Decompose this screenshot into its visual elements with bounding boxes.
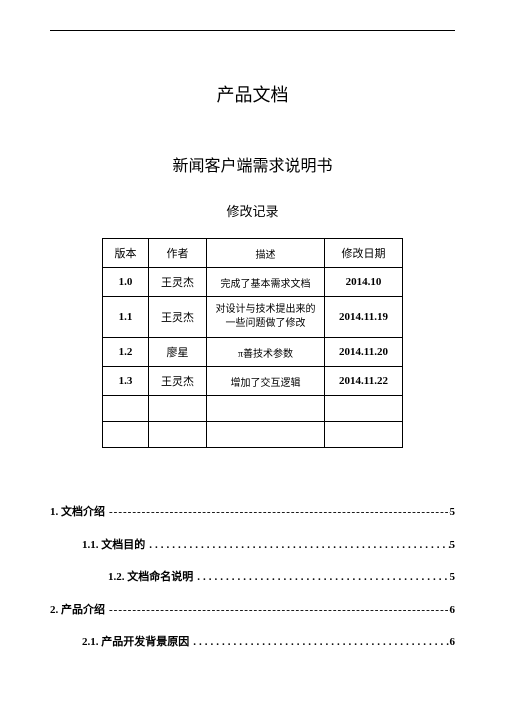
revision-table: 版本 作者 描述 修改日期 1.0王灵杰完成了基本需求文档2014.101.1王… xyxy=(102,238,403,448)
document-page: 产品文档 新闻客户端需求说明书 修改记录 版本 作者 描述 修改日期 1.0王灵… xyxy=(0,0,505,691)
toc-row: 1.1. 文档目的...............................… xyxy=(50,531,455,560)
table-row-empty xyxy=(103,396,403,422)
section-title: 修改记录 xyxy=(50,201,455,220)
cell-date: 2014.10 xyxy=(325,268,403,297)
table-row: 1.0王灵杰完成了基本需求文档2014.10 xyxy=(103,268,403,297)
header-author: 作者 xyxy=(149,239,207,268)
table-row: 1.3王灵杰增加了交互逻辑2014.11.22 xyxy=(103,367,403,396)
toc-label: 2.1. 产品开发背景原因 xyxy=(50,628,189,657)
toc-row: 1.2. 文档命名说明.............................… xyxy=(50,563,455,592)
cell-empty xyxy=(103,396,149,422)
toc-label: 1. 文档介绍 xyxy=(50,498,105,527)
cell-author: 王灵杰 xyxy=(149,367,207,396)
toc-leader: ----------------------------------------… xyxy=(105,596,450,625)
toc-page-number: 6 xyxy=(450,628,456,657)
cell-desc: 完成了基本需求文档 xyxy=(207,268,325,297)
sub-title: 新闻客户端需求说明书 xyxy=(50,152,455,176)
toc-row: 2. 产品介绍---------------------------------… xyxy=(50,596,455,625)
main-title: 产品文档 xyxy=(50,81,455,107)
cell-author: 王灵杰 xyxy=(149,297,207,338)
cell-empty xyxy=(325,396,403,422)
header-version: 版本 xyxy=(103,239,149,268)
toc-page-number: 5 xyxy=(450,563,456,592)
header-rule xyxy=(50,30,455,31)
cell-version: 1.1 xyxy=(103,297,149,338)
toc-page-number: 5 xyxy=(450,531,456,560)
cell-author: 廖星 xyxy=(149,338,207,367)
table-body: 1.0王灵杰完成了基本需求文档2014.101.1王灵杰对设计与技术提出来的一些… xyxy=(103,268,403,448)
table-row-empty xyxy=(103,422,403,448)
cell-empty xyxy=(149,396,207,422)
toc-page-number: 6 xyxy=(450,596,456,625)
toc-label: 1.1. 文档目的 xyxy=(50,531,145,560)
cell-desc: π善技术参数 xyxy=(207,338,325,367)
header-desc: 描述 xyxy=(207,239,325,268)
cell-desc: 对设计与技术提出来的一些问题做了修改 xyxy=(207,297,325,338)
table-header-row: 版本 作者 描述 修改日期 xyxy=(103,239,403,268)
cell-author: 王灵杰 xyxy=(149,268,207,297)
cell-empty xyxy=(325,422,403,448)
cell-version: 1.2 xyxy=(103,338,149,367)
toc-row: 2.1. 产品开发背景原因...........................… xyxy=(50,628,455,657)
cell-desc: 增加了交互逻辑 xyxy=(207,367,325,396)
toc-leader: ........................................… xyxy=(145,531,449,560)
cell-empty xyxy=(207,396,325,422)
table-row: 1.2廖星π善技术参数2014.11.20 xyxy=(103,338,403,367)
header-date: 修改日期 xyxy=(325,239,403,268)
cell-version: 1.0 xyxy=(103,268,149,297)
toc-row: 1. 文档介绍---------------------------------… xyxy=(50,498,455,527)
cell-empty xyxy=(103,422,149,448)
toc-label: 1.2. 文档命名说明 xyxy=(50,563,193,592)
table-row: 1.1王灵杰对设计与技术提出来的一些问题做了修改2014.11.19 xyxy=(103,297,403,338)
cell-date: 2014.11.19 xyxy=(325,297,403,338)
toc-label: 2. 产品介绍 xyxy=(50,596,105,625)
toc-leader: ........................................… xyxy=(193,563,449,592)
cell-empty xyxy=(207,422,325,448)
table-of-contents: 1. 文档介绍---------------------------------… xyxy=(50,498,455,657)
cell-date: 2014.11.22 xyxy=(325,367,403,396)
cell-date: 2014.11.20 xyxy=(325,338,403,367)
toc-page-number: 5 xyxy=(450,498,456,527)
toc-leader: ----------------------------------------… xyxy=(105,498,450,527)
toc-leader: ........................................… xyxy=(189,628,449,657)
cell-version: 1.3 xyxy=(103,367,149,396)
cell-empty xyxy=(149,422,207,448)
